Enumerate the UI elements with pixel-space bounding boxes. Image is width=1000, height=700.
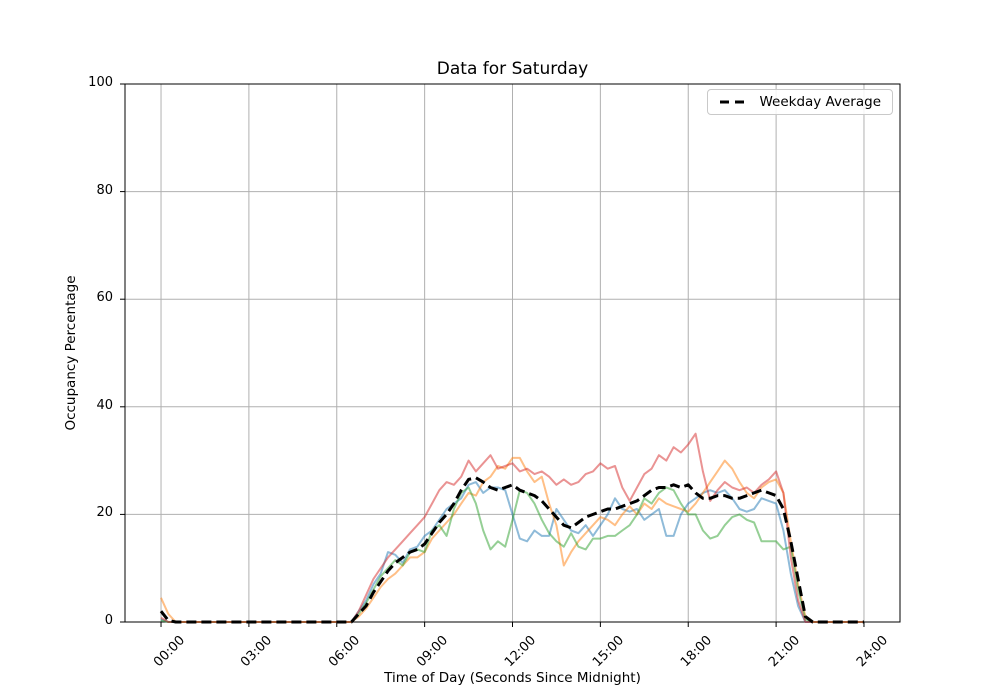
y-tick-label: 40 [96, 397, 113, 413]
y-tick-label: 100 [88, 75, 113, 90]
legend-dash-icon [720, 100, 749, 104]
x-axis-label: Time of Day (Seconds Since Midnight) [384, 670, 641, 686]
chart-title: Data for Saturday [436, 59, 589, 79]
legend-label: Weekday Average [759, 94, 881, 110]
y-tick-label: 80 [96, 182, 113, 198]
series-line-weekday-average [159, 476, 864, 624]
y-tick-label: 0 [104, 613, 113, 628]
y-tick-label: 60 [96, 290, 113, 306]
y-tick-label: 20 [96, 505, 113, 521]
y-axis-label: Occupancy Percentage [63, 275, 79, 431]
legend: Weekday Average [707, 89, 893, 115]
